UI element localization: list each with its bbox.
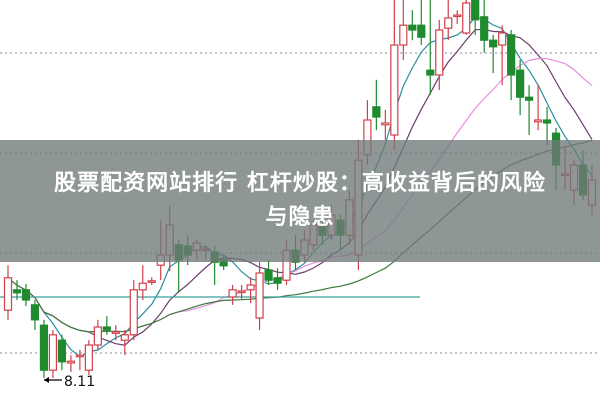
candle-body <box>462 2 471 34</box>
candle-body <box>255 272 264 319</box>
candle-body <box>3 277 13 311</box>
candle-body <box>237 290 246 294</box>
candle-body <box>111 331 120 334</box>
candle-body <box>533 119 543 123</box>
title-line-2: 与隐患 <box>265 205 335 230</box>
candle-body <box>66 360 75 364</box>
candle-body <box>408 24 417 31</box>
candle-body <box>435 29 444 76</box>
candle-body <box>12 289 22 294</box>
candle-body <box>525 96 534 101</box>
candle-body <box>120 334 129 341</box>
candle-body <box>75 354 84 358</box>
candle-body <box>372 106 381 118</box>
candle-body <box>138 282 147 291</box>
low-price-label: 8.11 <box>64 374 95 390</box>
candle-body <box>498 32 507 46</box>
candle-body <box>542 119 552 124</box>
candle-body <box>507 34 516 76</box>
low-arrow-head <box>43 377 49 383</box>
candle-body <box>39 324 49 371</box>
candle-body <box>21 289 31 301</box>
candle-body <box>264 269 273 281</box>
candle-body <box>417 24 426 38</box>
candle-body <box>93 326 102 346</box>
candle-body <box>102 326 111 331</box>
candle-body <box>30 304 40 321</box>
candle-body <box>471 0 480 21</box>
title-banner: 股票配资网站排行 杠杆炒股：高收益背后的风险 与隐患 <box>0 140 600 262</box>
candle-body <box>489 39 498 48</box>
candle-body <box>381 122 390 126</box>
candle-body <box>444 17 453 29</box>
candle-body <box>516 69 525 98</box>
candle-body <box>426 69 435 76</box>
candle-body <box>228 289 237 298</box>
candle-body <box>147 280 156 283</box>
ma5-line <box>7 16 593 358</box>
candle-body <box>480 16 489 41</box>
title-line-1: 股票配资网站排行 杠杆炒股：高收益背后的风险 <box>54 171 546 196</box>
candle-body <box>57 339 67 363</box>
candle-body <box>246 284 255 291</box>
candle-body <box>129 289 138 336</box>
candle-body <box>84 344 93 371</box>
candle-body <box>399 24 408 46</box>
candle-body <box>48 334 58 371</box>
candle-body <box>453 14 462 18</box>
candle-body <box>390 44 399 136</box>
candle-body <box>273 277 282 284</box>
ma10-line <box>7 28 593 346</box>
